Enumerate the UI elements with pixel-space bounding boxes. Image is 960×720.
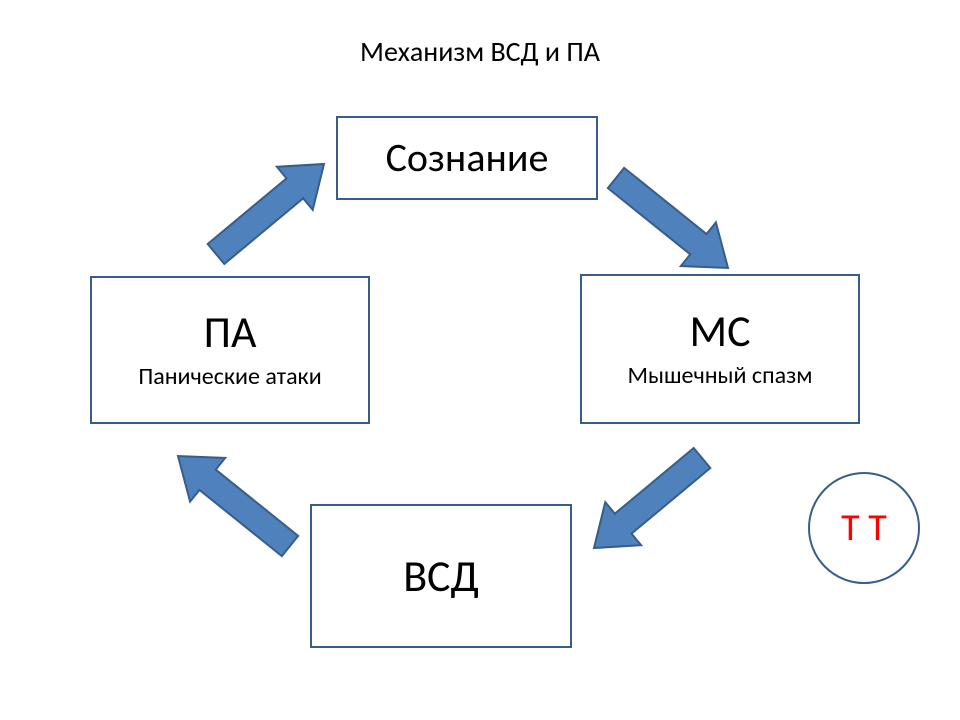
arrow-top-to-right: [598, 156, 745, 290]
arrows-layer: [0, 0, 960, 720]
arrow-left-to-top: [198, 142, 342, 275]
arrow-right-to-bottom: [576, 436, 720, 569]
arrow-bottom-to-left: [160, 434, 307, 568]
